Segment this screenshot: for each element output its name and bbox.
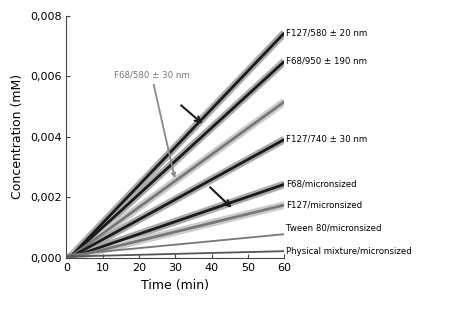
Text: F127/micronsized: F127/micronsized	[286, 201, 362, 210]
Text: Physical mixture/micronsized: Physical mixture/micronsized	[286, 247, 412, 256]
Text: F68/950 ± 190 nm: F68/950 ± 190 nm	[286, 57, 367, 66]
Text: F127/740 ± 30 nm: F127/740 ± 30 nm	[286, 135, 367, 144]
Y-axis label: Concentration (mM): Concentration (mM)	[11, 74, 24, 199]
X-axis label: Time (min): Time (min)	[141, 279, 210, 291]
Text: Tween 80/micronsized: Tween 80/micronsized	[286, 224, 382, 233]
Text: F68/micronsized: F68/micronsized	[286, 180, 357, 189]
Text: F68/580 ± 30 nm: F68/580 ± 30 nm	[114, 70, 189, 176]
Text: F127/580 ± 20 nm: F127/580 ± 20 nm	[286, 28, 367, 37]
